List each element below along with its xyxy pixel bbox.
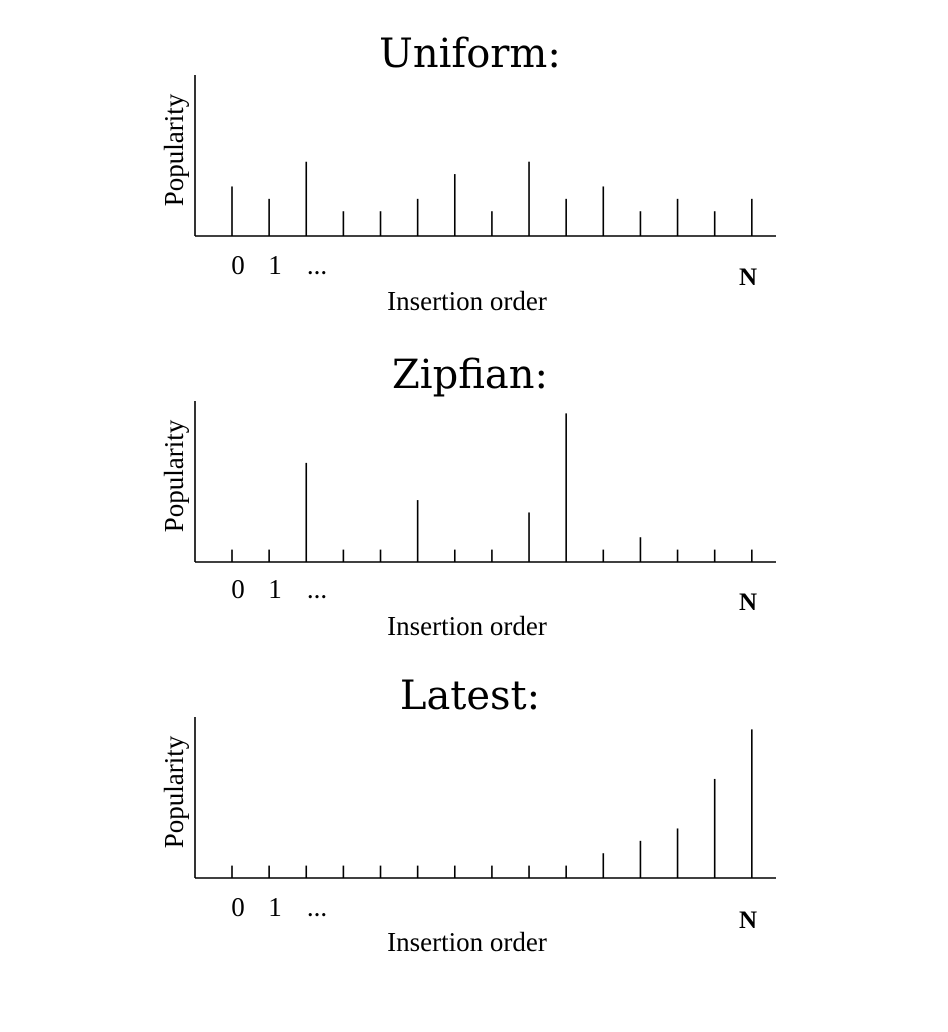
x-axis-label: Insertion order [387,611,547,641]
chart-panel-uniform: Uniform: Popularity 0 1 ... N Insertion … [159,31,776,316]
tick-label-ellipsis: ... [307,892,327,922]
y-axis-label: Popularity [159,735,189,848]
chart-title: Uniform: [379,31,561,77]
tick-label-1: 1 [268,892,282,922]
y-axis-label: Popularity [159,419,189,532]
tick-label-1: 1 [268,574,282,604]
bars [231,413,753,562]
chart-panel-zipfian: Zipfian: Popularity 0 1 ... N Insertion … [159,352,776,641]
tick-label-n: N [739,589,757,616]
y-axis-label: Popularity [159,93,189,206]
x-axis-label: Insertion order [387,927,547,957]
bars [231,161,753,236]
tick-label-1: 1 [268,250,282,280]
chart-title: Latest: [400,673,540,719]
chart-panel-latest: Latest: Popularity 0 1 ... N Insertion o… [159,673,776,957]
bars [231,729,753,878]
tick-label-0: 0 [231,892,245,922]
tick-label-ellipsis: ... [307,574,327,604]
x-axis-label: Insertion order [387,286,547,316]
tick-label-n: N [739,264,757,291]
tick-label-0: 0 [231,574,245,604]
tick-label-n: N [739,907,757,934]
tick-label-0: 0 [231,250,245,280]
tick-label-ellipsis: ... [307,250,327,280]
chart-title: Zipfian: [392,352,548,398]
